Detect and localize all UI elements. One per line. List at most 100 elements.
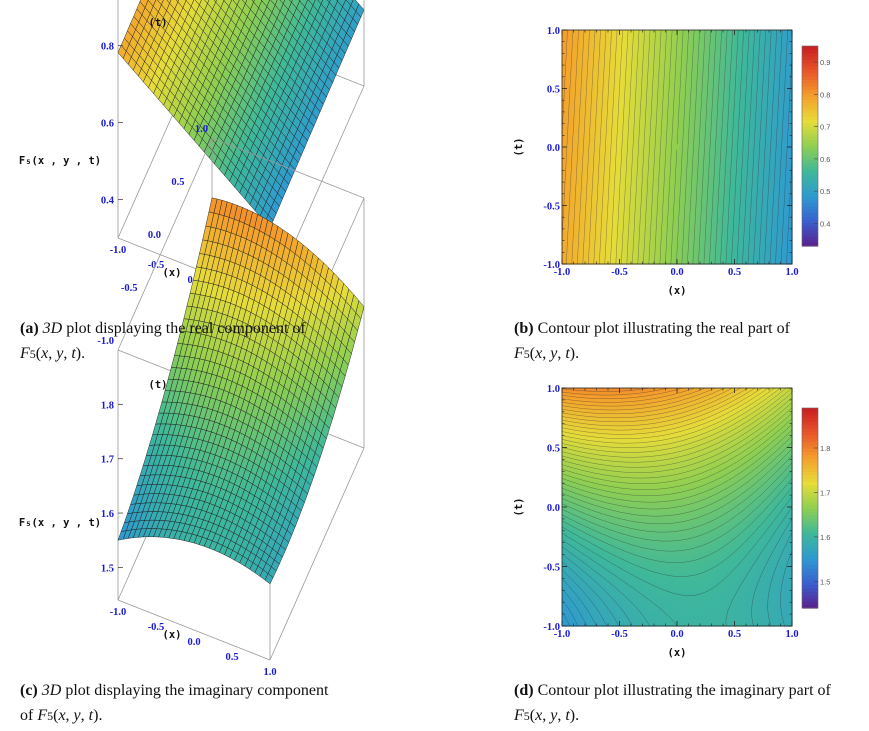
contour-cell [770, 209, 775, 214]
contour-cell [741, 249, 746, 254]
contour-cell [633, 150, 639, 155]
contour-cell [698, 139, 703, 144]
contour-cell [720, 201, 725, 207]
contour-cell [698, 95, 703, 101]
contour-cell [741, 242, 746, 247]
contour-cell [630, 172, 635, 177]
contour-cell [684, 238, 689, 243]
contour-cell [763, 95, 768, 101]
contour-cell [597, 48, 603, 53]
contour-cell [723, 223, 728, 229]
contour-cell [565, 121, 570, 126]
contour-cell [770, 95, 775, 101]
contour-cell [766, 172, 772, 177]
contour-cell [565, 168, 570, 174]
contour-cell [644, 73, 649, 79]
contour-cell [644, 154, 649, 159]
contour-cell [734, 48, 739, 53]
contour-cell [734, 95, 739, 101]
contour-cell [709, 136, 714, 141]
contour-cell [709, 165, 714, 170]
contour-cell [720, 212, 725, 218]
contour-cell [612, 92, 617, 97]
contour-cell [579, 198, 585, 203]
contour-cell [630, 95, 635, 101]
contour-cell [583, 132, 588, 137]
contour-cell [734, 150, 739, 155]
contour-cell [576, 37, 581, 42]
contour-cell [720, 223, 725, 229]
contour-cell [734, 132, 739, 137]
contour-cell [608, 110, 613, 115]
contour-cell [781, 37, 786, 42]
contour-cell [637, 143, 642, 148]
contour-cell [594, 205, 599, 210]
contour-cell [777, 216, 782, 221]
contour-cell [694, 253, 700, 258]
contour-cell [766, 92, 772, 97]
contour-cell [774, 30, 779, 35]
contour-cell [626, 125, 631, 130]
contour-cell [562, 256, 567, 261]
contour-cell [705, 245, 710, 250]
contour-cell [723, 66, 728, 71]
contour-cell [702, 110, 707, 115]
contour-cell [770, 220, 775, 225]
contour-cell [579, 161, 585, 166]
contour-cell [723, 194, 728, 199]
contour-cell [608, 260, 613, 265]
contour-cell [562, 168, 567, 174]
contour-cell [569, 73, 574, 79]
contour-cell [709, 220, 714, 225]
contour-cell [576, 77, 581, 82]
contour-cell [626, 187, 631, 192]
contour-cell [741, 66, 746, 71]
contour-cell [572, 48, 577, 53]
contour-cell [777, 132, 782, 137]
contour-cell [608, 121, 613, 126]
contour-cell [680, 220, 685, 225]
contour-cell [745, 143, 750, 148]
contour-cell [720, 59, 725, 64]
contour-cell [784, 121, 789, 126]
contour-cell [659, 187, 664, 192]
contour-cell [633, 256, 639, 261]
contour-cell [594, 154, 599, 159]
contour-cell [709, 70, 714, 75]
contour-cell [572, 128, 577, 133]
contour-cell [774, 260, 779, 265]
contour-cell [633, 187, 639, 192]
contour-cell [662, 37, 667, 42]
contour-cell [709, 238, 714, 243]
contour-cell [587, 220, 592, 225]
contour-cell [608, 84, 613, 90]
contour-cell [680, 242, 685, 247]
contour-cell [605, 161, 610, 166]
contour-cell [781, 84, 786, 90]
contour-cell [572, 227, 577, 232]
contour-cell [594, 201, 599, 207]
contour-cell [590, 150, 595, 155]
contour-cell [687, 73, 692, 79]
contour-cell [605, 59, 610, 64]
contour-cell [777, 143, 782, 148]
contour-cell [576, 209, 581, 214]
contour-cell [687, 165, 692, 170]
contour-cell [698, 227, 703, 232]
contour-cell [684, 77, 689, 82]
contour-cell [745, 48, 750, 53]
contour-cell [694, 95, 700, 101]
contour-cell [763, 165, 768, 170]
contour-cell [590, 231, 595, 236]
contour-cell [698, 55, 703, 60]
contour-cell [691, 212, 696, 218]
contour-cell [694, 260, 700, 265]
contour-cell [651, 157, 657, 163]
contour-cell [738, 216, 743, 221]
contour-cell [662, 183, 667, 188]
contour-cell [601, 114, 606, 119]
contour-cell [677, 51, 682, 57]
contour-cell [669, 84, 674, 90]
contour-cell [579, 183, 585, 188]
contour-cell [680, 190, 685, 196]
